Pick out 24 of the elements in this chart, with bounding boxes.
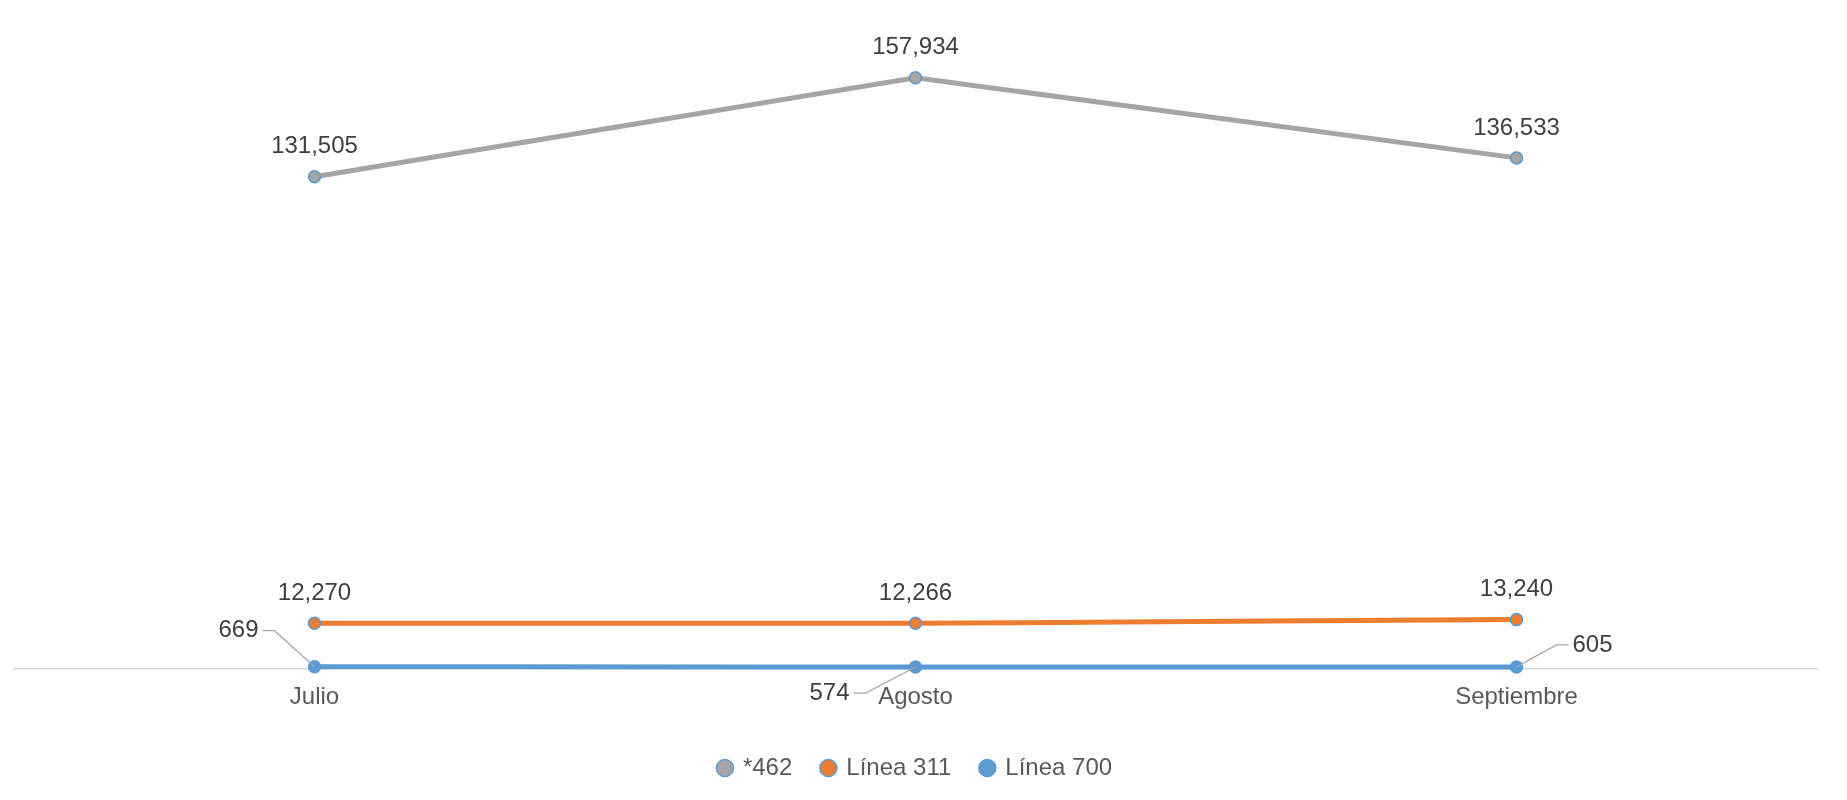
legend-label: Línea 700 <box>1005 752 1113 780</box>
x-tick-label: Julio <box>289 682 340 710</box>
x-tick-label: Agosto <box>878 682 953 710</box>
point <box>1509 612 1524 627</box>
data-label: 12,266 <box>878 577 953 605</box>
data-label: 12,270 <box>277 577 352 605</box>
data-label: 131,505 <box>271 131 358 159</box>
legend-label: Línea 311 <box>846 752 952 780</box>
data-label: 136,533 <box>1473 112 1560 140</box>
point <box>1509 660 1524 674</box>
point <box>908 660 923 674</box>
point <box>307 169 322 184</box>
point <box>307 659 322 674</box>
legend-label: *462 <box>742 752 793 780</box>
point <box>1509 151 1524 165</box>
data-label: 13,240 <box>1479 574 1554 602</box>
x-tick-label: Septiembre <box>1455 682 1578 710</box>
data-label: 669 <box>218 615 259 643</box>
point <box>908 70 923 85</box>
point <box>908 616 923 631</box>
point <box>307 616 322 630</box>
data-label: 157,934 <box>872 32 959 60</box>
data-label: 574 <box>809 677 850 705</box>
data-label: 605 <box>1572 629 1613 657</box>
